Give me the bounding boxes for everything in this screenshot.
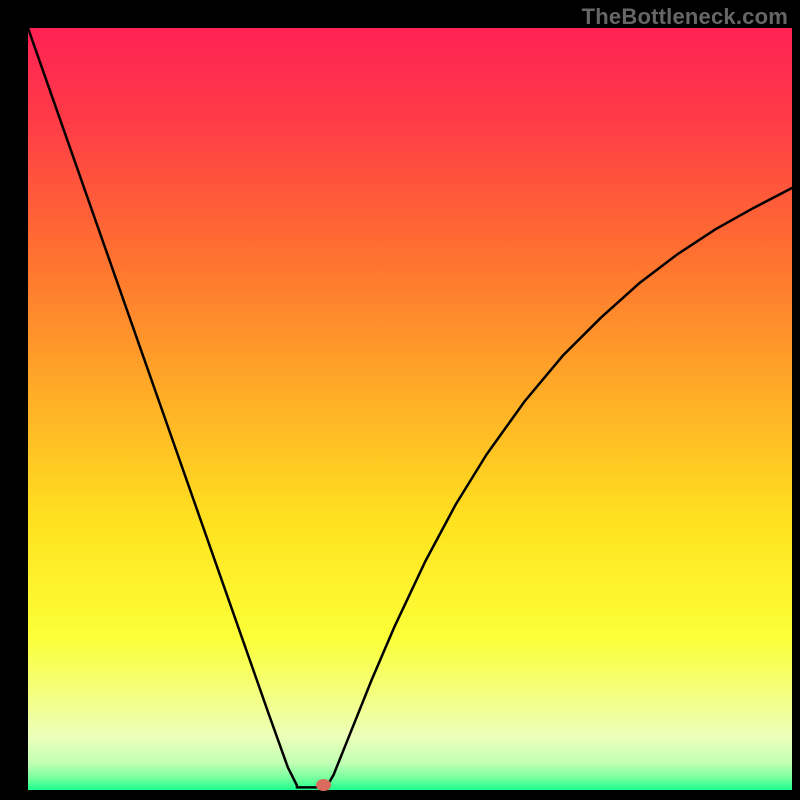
- watermark-text: TheBottleneck.com: [582, 4, 788, 30]
- plot-area: [28, 28, 792, 790]
- curve-layer: [28, 28, 792, 790]
- bottleneck-curve: [28, 28, 792, 787]
- chart-container: TheBottleneck.com: [0, 0, 800, 800]
